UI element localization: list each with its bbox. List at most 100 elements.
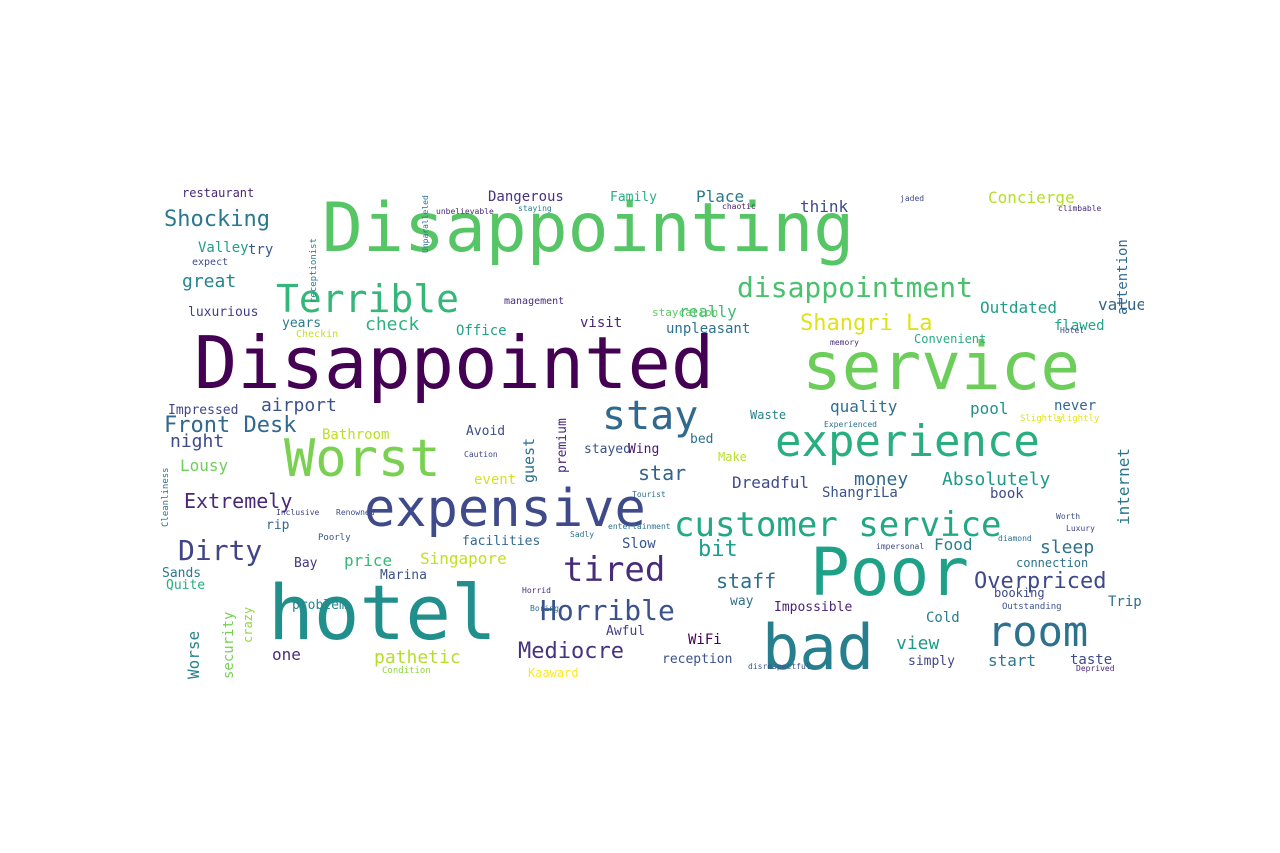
word: pathetic	[374, 647, 461, 668]
word: luxurious	[188, 305, 259, 320]
word: unpleasant	[666, 321, 751, 337]
word: ShangriLa	[822, 485, 898, 501]
word: service	[802, 328, 1081, 405]
word: diamond	[998, 534, 1032, 543]
word: flawed	[1054, 318, 1105, 334]
word: staff	[716, 569, 777, 593]
word: Quite	[166, 578, 206, 593]
word: money	[854, 469, 909, 490]
word: Slow	[622, 536, 656, 552]
word: Dreadful	[732, 473, 810, 492]
word: price	[344, 551, 393, 570]
word: Mediocre	[518, 639, 624, 664]
word: Waste	[750, 408, 787, 422]
word: problem	[292, 598, 347, 613]
word: Shocking	[164, 207, 270, 232]
word: bit	[698, 537, 738, 562]
word: Sadly	[570, 530, 595, 539]
word: internet	[1114, 447, 1133, 525]
word-cloud: Disappointing Disappointed service hotel…	[158, 183, 1144, 683]
word: Singapore	[420, 549, 507, 568]
word: Luxury	[1066, 524, 1095, 533]
word: guest	[520, 437, 538, 483]
word: Bay	[294, 556, 318, 571]
word: years	[282, 316, 322, 331]
word: Convenient	[914, 332, 987, 346]
word: great	[182, 271, 237, 292]
word: Valley	[198, 240, 249, 256]
word: tired	[563, 550, 666, 590]
word: start	[988, 651, 1037, 670]
word: Shangri La	[800, 311, 933, 336]
word: Bathroom	[322, 427, 390, 443]
word: really	[679, 302, 737, 321]
word: night	[170, 431, 225, 452]
word: book	[990, 486, 1024, 502]
word: memory	[830, 338, 859, 347]
word: stayed	[584, 442, 631, 457]
word: experience	[775, 416, 1040, 467]
word: WiFi	[688, 632, 722, 648]
word: Deprived	[1076, 664, 1115, 673]
word: event	[474, 472, 517, 488]
word: premium	[555, 418, 570, 473]
word: Front Desk	[164, 413, 297, 438]
word: Worth	[1056, 512, 1081, 521]
word: crazy	[241, 606, 255, 643]
word: stay	[602, 393, 699, 439]
word: facilities	[462, 534, 541, 549]
word: Unparalleled	[421, 195, 430, 253]
word: receptionist	[309, 237, 319, 303]
word: Disappointed	[194, 321, 715, 405]
word: Tourist	[632, 490, 666, 499]
word: Inclusive	[276, 508, 320, 517]
word: Horrible	[540, 594, 675, 627]
word: Condition	[382, 666, 431, 676]
word: Outstanding	[1002, 602, 1062, 612]
word: try	[248, 242, 274, 258]
word: Lousy	[180, 456, 229, 475]
word: room	[987, 607, 1089, 656]
word: Food	[934, 535, 973, 554]
word: Family	[610, 190, 657, 205]
word: hotel	[268, 568, 497, 657]
word: think	[800, 197, 849, 216]
word: Avoid	[466, 424, 506, 439]
word: way	[730, 594, 754, 609]
word: reception	[662, 652, 733, 667]
word: connection	[1016, 556, 1089, 570]
word: customer service	[674, 505, 1002, 545]
word: Make	[718, 450, 747, 464]
word: Impressed	[168, 403, 239, 418]
word: Office	[456, 323, 507, 339]
word: Concierge	[988, 188, 1075, 207]
word: Marina	[380, 568, 427, 583]
word: unbelievable	[436, 207, 494, 216]
word: staying	[518, 204, 552, 213]
word: chaotic	[722, 202, 756, 211]
word: simply	[908, 654, 955, 669]
word: Hotel	[1060, 326, 1085, 335]
word: Boring	[530, 604, 559, 613]
word: attention	[1115, 239, 1131, 315]
word: Dirty	[178, 534, 263, 567]
word: Extremely	[184, 489, 293, 513]
word: security	[221, 611, 237, 679]
word: visit	[580, 315, 623, 331]
word: Absolutely	[942, 469, 1051, 490]
word: Impossible	[774, 600, 853, 615]
word: one	[272, 645, 301, 664]
word: Checkin	[296, 329, 339, 340]
word: sleep	[1040, 537, 1095, 558]
word: Horrid	[522, 586, 551, 595]
word: slightly	[1056, 414, 1100, 424]
word: Worst	[284, 429, 441, 489]
word: disrespectful	[748, 662, 811, 671]
word: Cold	[926, 610, 960, 626]
word: taste	[1070, 652, 1113, 668]
word: Awful	[606, 624, 646, 639]
word: bad	[762, 611, 874, 683]
word: management	[504, 296, 565, 307]
word: airport	[261, 395, 337, 416]
word: Outdated	[980, 298, 1058, 317]
